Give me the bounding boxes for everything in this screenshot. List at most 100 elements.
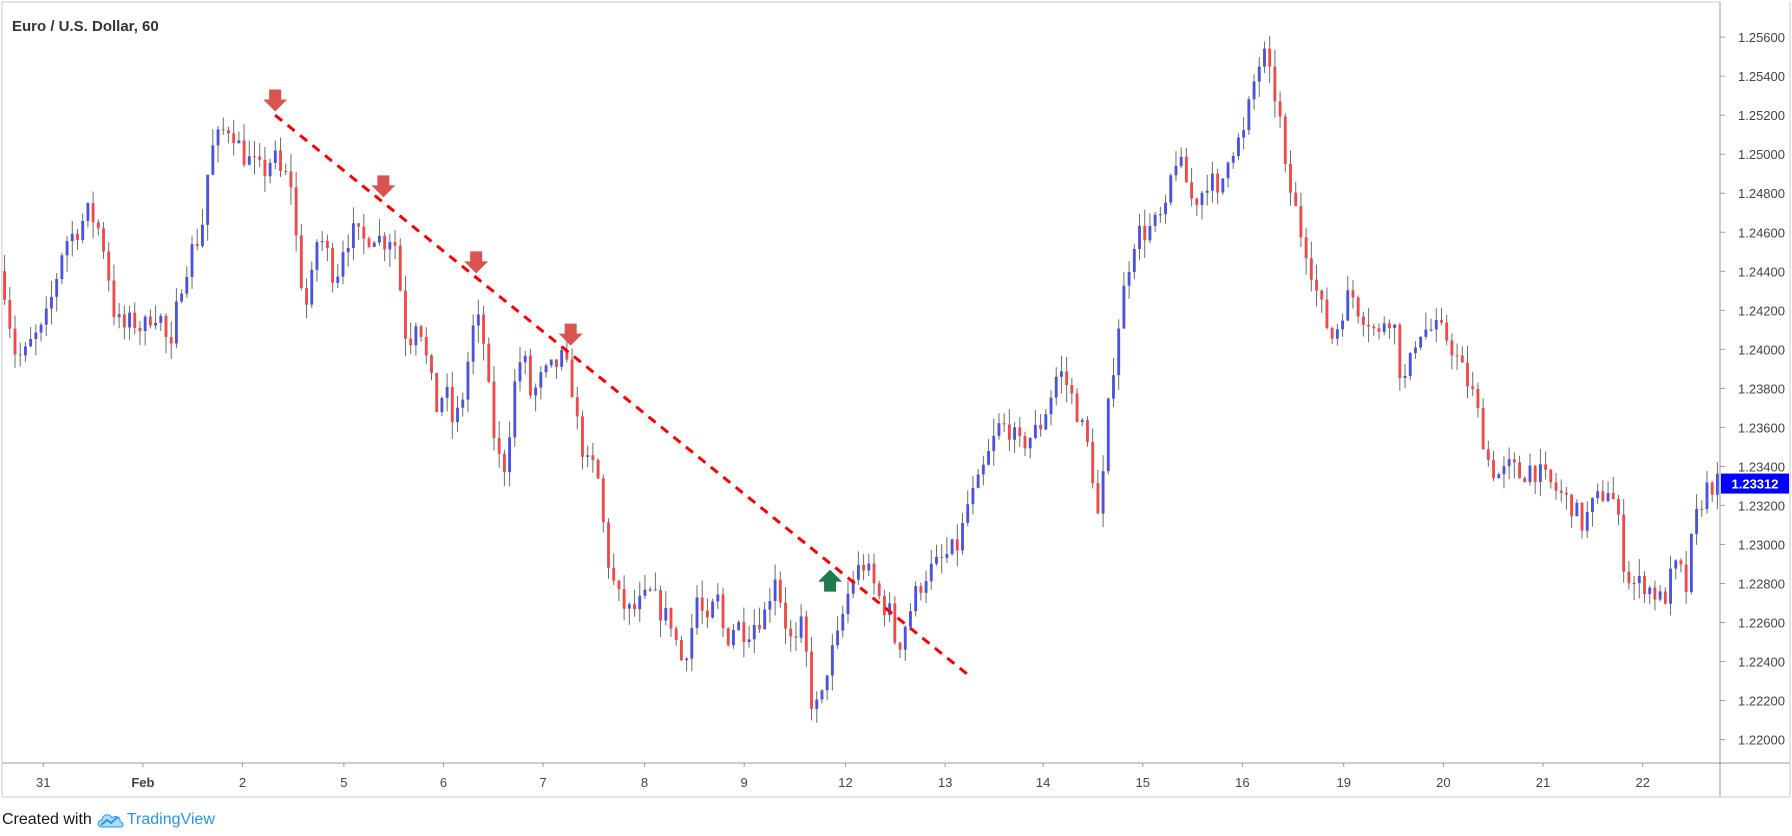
candle-up [128,312,131,328]
candle-up [836,630,840,646]
price-tick-label: 1.25600 [1738,30,1785,45]
candle-up [456,407,459,422]
footer-credit: Created with TradingView [2,808,215,832]
price-chart[interactable]: 1.25600 1.25400 1.25200 1.25000 1.24800 1.246… [0,0,1792,800]
candle-down [1320,290,1324,300]
tradingview-logo[interactable]: TradingView [96,811,215,829]
candle-up [560,350,564,367]
candle-up [711,601,715,618]
candle-down [617,580,621,590]
tradingview-cloud-icon [97,814,124,828]
candle-down [96,222,100,229]
candle-up [55,278,59,297]
candle-up [1502,466,1506,475]
candle-up [856,564,860,580]
candle-up [315,242,319,270]
candle-up [1226,162,1230,179]
time-tick-label: 5 [340,775,347,790]
price-tick-label: 1.23600 [1738,420,1785,435]
candle-down [164,315,168,338]
candle-down [227,130,230,134]
candle-down [601,478,605,523]
candle-up [534,387,538,396]
candle-up [1632,583,1636,585]
price-axis: 1.25600 1.25400 1.25200 1.25000 1.24800 1.246… [1720,30,1789,748]
candle-up [86,203,90,221]
candle-up [1252,81,1256,100]
candle-up [773,579,777,602]
candle-up [544,365,548,373]
candle-down [919,586,923,593]
candle-up [1575,502,1579,517]
candle-down [409,338,413,346]
candle-up [992,435,996,451]
time-tick-label: 31 [36,775,50,790]
candles-layer [3,35,1719,723]
price-tick-label: 1.23200 [1738,498,1785,513]
candle-up [1117,328,1121,376]
candle-up [586,455,590,457]
candle-down [758,625,761,630]
candle-up [341,252,345,277]
candle-up [1403,375,1407,379]
candle-down [1070,384,1074,394]
candle-down [1299,206,1303,238]
candle-up [1127,272,1131,286]
candle-up [414,326,418,346]
candle-down [112,280,116,318]
candle-down [794,636,798,638]
candle-up [336,276,340,283]
candle-up [388,241,392,250]
candle-up [180,293,184,302]
candle-up [461,399,465,408]
candle-down [1570,494,1574,517]
candle-down [862,564,866,571]
candle-up [50,296,53,309]
candle-down [1002,423,1006,425]
arrow-down-icon [371,175,396,198]
candle-up [1689,533,1693,593]
candle-up [768,601,772,610]
candle-down [1091,441,1095,484]
candle-up [351,223,355,248]
candle-down [3,271,7,300]
candle-down [357,223,361,227]
candle-down [877,583,881,596]
price-tick-label: 1.23400 [1738,459,1785,474]
candle-up [185,276,189,294]
price-tick-label: 1.25000 [1738,147,1785,162]
candle-down [1481,408,1485,450]
candle-up [830,645,834,676]
candle-up [987,450,990,465]
candle-down [1512,459,1516,463]
time-tick-label: 13 [938,775,952,790]
candle-down [299,235,303,289]
last-price-badge [1721,473,1789,494]
candle-down [653,589,657,591]
candle-up [518,362,522,382]
candle-down [679,640,683,661]
candle-down [122,314,126,328]
candle-up [851,579,855,594]
candle-down [607,522,610,568]
candle-up [1335,329,1339,339]
candle-down [955,539,959,551]
candle-down [1143,225,1147,241]
candle-up [39,324,43,333]
candle-up [320,240,324,243]
candle-down [492,381,496,438]
candle-down [1700,508,1704,510]
candle-down [1445,322,1449,341]
candle-up [1138,225,1141,249]
candle-up [154,322,158,326]
candle-up [372,242,376,247]
candle-down [242,140,246,165]
candle-down [1304,237,1308,259]
candle-up [60,255,64,279]
arrow-up-icon [818,569,843,592]
candle-up [1101,471,1105,514]
candle-down [367,238,371,247]
candle-down [1684,564,1688,593]
candle-down [325,240,329,249]
candle-up [1669,568,1672,604]
